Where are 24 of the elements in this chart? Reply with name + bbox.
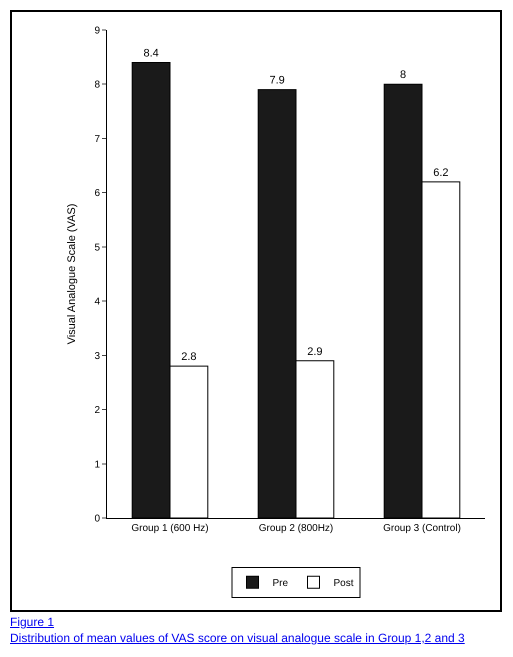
y-tick-label: 6 [94, 188, 100, 200]
y-tick-label: 5 [94, 242, 100, 254]
y-axis-title: Visual Analogue Scale (VAS) [66, 204, 78, 344]
data-label: 6.2 [433, 166, 449, 179]
y-tick-label: 0 [94, 514, 100, 524]
data-label: 2.9 [307, 346, 323, 358]
legend-label: Pre [272, 578, 288, 590]
x-tick-label: Group 3 (Control) [383, 523, 461, 534]
caption: Figure 1 [10, 614, 56, 630]
data-label: 8.4 [143, 48, 159, 60]
y-tick-label: 7 [94, 134, 100, 145]
y-tick-label: 4 [94, 296, 100, 308]
y-tick-label: 3 [94, 350, 100, 362]
data-label: 8 [400, 69, 406, 82]
y-tick-label: 9 [94, 26, 100, 36]
y-tick-label: 1 [94, 459, 100, 470]
text: Distribution of mean values of VAS score on visual analogue scale in Group 1,2 and 3 [10, 630, 466, 646]
x-tick-label: Group 1 (600 Hz) [131, 523, 209, 534]
legend-label: Post [334, 578, 354, 590]
data-label: 2.8 [181, 351, 197, 364]
x-tick-label: Group 2 (800Hz) [258, 523, 334, 534]
y-tick-label: 2 [94, 405, 100, 416]
data-label: 7.9 [269, 74, 285, 87]
y-tick-label: 8 [94, 80, 100, 91]
